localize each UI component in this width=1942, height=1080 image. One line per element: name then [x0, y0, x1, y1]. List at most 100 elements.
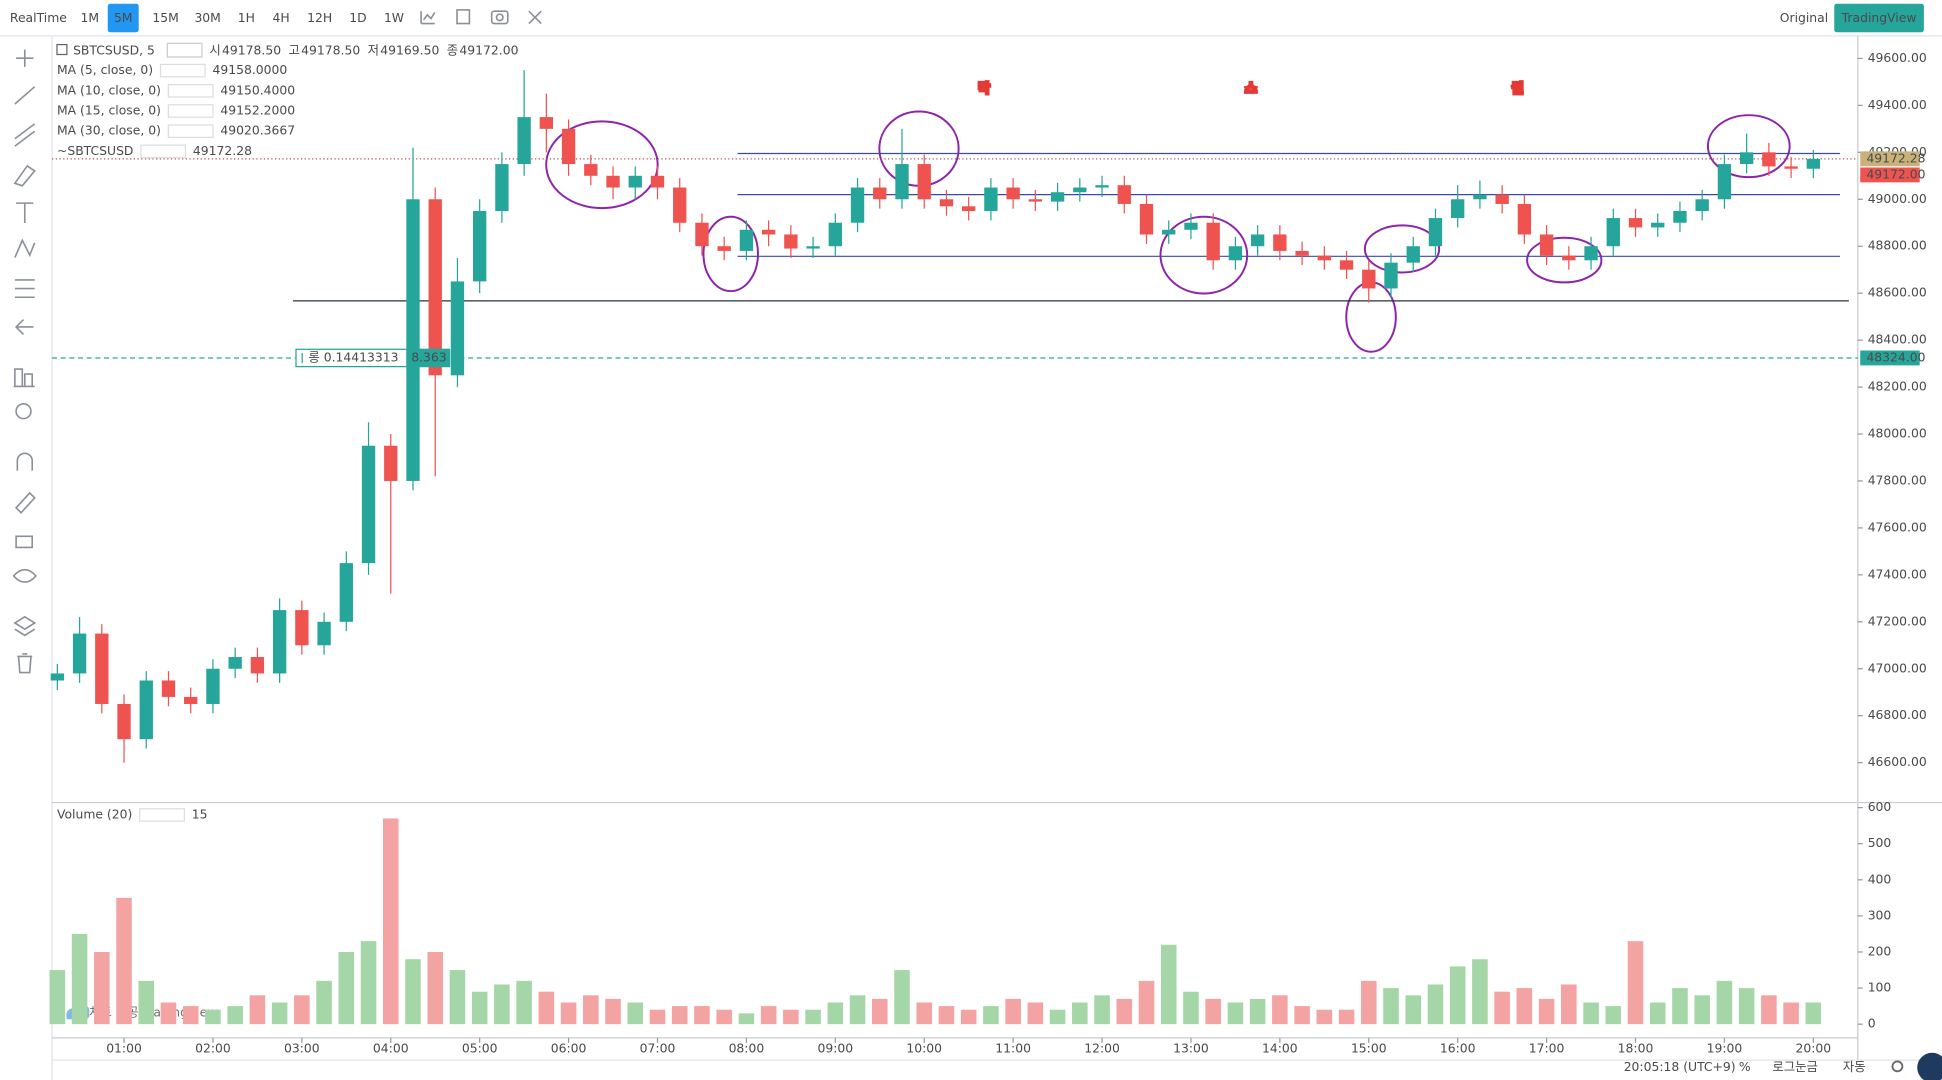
volume-bar — [1383, 988, 1399, 1025]
interval-button[interactable]: 1H — [238, 11, 255, 25]
interval-button[interactable]: 1W — [384, 11, 404, 25]
candle-body — [1562, 255, 1576, 261]
candle-body — [384, 445, 398, 481]
y-tick-label: 47800.00 — [1868, 473, 1927, 487]
y-tick-label: 49000.00 — [1868, 192, 1927, 206]
indicator-name: MA (5, close, 0) — [57, 63, 153, 77]
trash-tool[interactable] — [17, 653, 33, 674]
mode-button[interactable]: Original — [1780, 11, 1828, 25]
zoom-tool[interactable] — [15, 402, 32, 420]
volume-bar — [827, 1002, 844, 1025]
volume-bar — [1716, 980, 1733, 1025]
back-tool[interactable] — [14, 318, 34, 335]
measure-tool[interactable] — [13, 368, 35, 388]
volume-bar — [1405, 995, 1422, 1025]
candle-body — [95, 633, 109, 704]
brush-tool[interactable] — [13, 164, 36, 187]
volume-bar — [360, 941, 377, 1025]
volume-tick-label: 0 — [1868, 1017, 1876, 1031]
lock-draw-tool[interactable] — [14, 491, 36, 514]
log-toggle[interactable]: 로그눈금 — [1772, 1060, 1818, 1074]
drawing-toolbar[interactable] — [12, 49, 38, 674]
volume-value: 15 — [192, 807, 208, 821]
candle-body — [1673, 211, 1687, 223]
volume-bar — [449, 970, 466, 1025]
settings-icon[interactable] — [1891, 1060, 1904, 1073]
candle-body — [250, 657, 265, 674]
x-tick-label: 05:00 — [462, 1042, 498, 1056]
candle-body — [1784, 166, 1798, 169]
fullscreen-icon[interactable] — [528, 10, 542, 25]
candle-body — [1451, 199, 1465, 219]
candle-body — [1139, 203, 1154, 235]
candle-body — [339, 563, 353, 622]
volume-bar — [205, 1009, 221, 1025]
candle-body — [50, 673, 65, 681]
volume-bar — [1205, 998, 1221, 1025]
interval-button[interactable]: 1M — [81, 11, 100, 25]
candle-body — [984, 187, 998, 212]
candle-body — [517, 117, 531, 165]
volume-bar — [583, 995, 599, 1025]
candle-body — [873, 187, 887, 200]
indicator-buttons — [167, 83, 214, 98]
volume-bar — [138, 980, 155, 1025]
interval-button[interactable]: 5M — [114, 11, 133, 25]
candle-body — [295, 610, 309, 646]
candle-body — [1050, 192, 1065, 202]
indicator-icon[interactable] — [420, 11, 436, 25]
pitchfork-tool[interactable] — [14, 123, 36, 147]
interval-button[interactable]: 4H — [272, 11, 289, 25]
circle — [1526, 236, 1603, 284]
candle-body — [628, 175, 642, 188]
candle-body — [1762, 152, 1776, 167]
percent-toggle[interactable]: % — [1739, 1060, 1751, 1074]
volume-tick-label: 100 — [1868, 981, 1892, 995]
volume-bar — [716, 1009, 732, 1025]
candle-body — [784, 234, 798, 249]
x-tick-label: 16:00 — [1440, 1042, 1476, 1056]
position-value-box — [406, 349, 450, 367]
crosshair-tool[interactable] — [16, 49, 34, 67]
volume-bar — [338, 951, 355, 1025]
layers-tool[interactable] — [13, 615, 37, 637]
volume-bar — [849, 995, 866, 1025]
circle — [702, 215, 759, 293]
candle-body — [695, 222, 709, 247]
x-tick-label: 14:00 — [1262, 1042, 1298, 1056]
toolbar-icons[interactable] — [420, 9, 542, 25]
candle-body — [1295, 250, 1309, 256]
volume-bar — [1783, 1002, 1799, 1025]
interval-button[interactable]: 15M — [152, 11, 178, 25]
interval-button[interactable]: 12H — [307, 11, 332, 25]
y-tick-label: 48800.00 — [1868, 239, 1927, 253]
indicator-buttons — [167, 124, 214, 138]
pattern-tool[interactable] — [14, 238, 36, 258]
lock-tool[interactable] — [15, 535, 34, 549]
text-tool[interactable] — [16, 202, 34, 223]
mode-button[interactable]: TradingView — [1841, 11, 1917, 25]
compare-icon[interactable] — [456, 9, 471, 25]
fib-tool[interactable] — [14, 279, 35, 299]
indicator-value: 49150.4000 — [220, 83, 295, 97]
trendline-tool[interactable] — [14, 86, 36, 105]
visibility-tool[interactable] — [12, 568, 38, 583]
volume-bar — [1249, 998, 1266, 1025]
scroll-button[interactable] — [1917, 1052, 1942, 1080]
candle-body — [650, 175, 665, 188]
price-tag-label: 49172.00 — [1866, 167, 1925, 181]
candle-body — [1428, 218, 1443, 247]
interval-button[interactable]: 1D — [349, 11, 366, 25]
volume-bar — [916, 1002, 933, 1025]
screenshot-icon[interactable] — [490, 10, 509, 25]
volume-bar — [1227, 1002, 1244, 1025]
candle-body — [1362, 269, 1376, 289]
auto-toggle[interactable]: 자동 — [1843, 1060, 1866, 1074]
magnet-tool[interactable] — [16, 452, 34, 471]
interval-button[interactable]: 30M — [194, 11, 220, 25]
volume-tick-label: 600 — [1868, 800, 1892, 814]
volume-bar — [983, 1006, 999, 1025]
volume-tick-label: 200 — [1868, 944, 1892, 958]
interval-button[interactable]: RealTime — [10, 11, 67, 25]
volume-bar — [271, 1002, 288, 1025]
